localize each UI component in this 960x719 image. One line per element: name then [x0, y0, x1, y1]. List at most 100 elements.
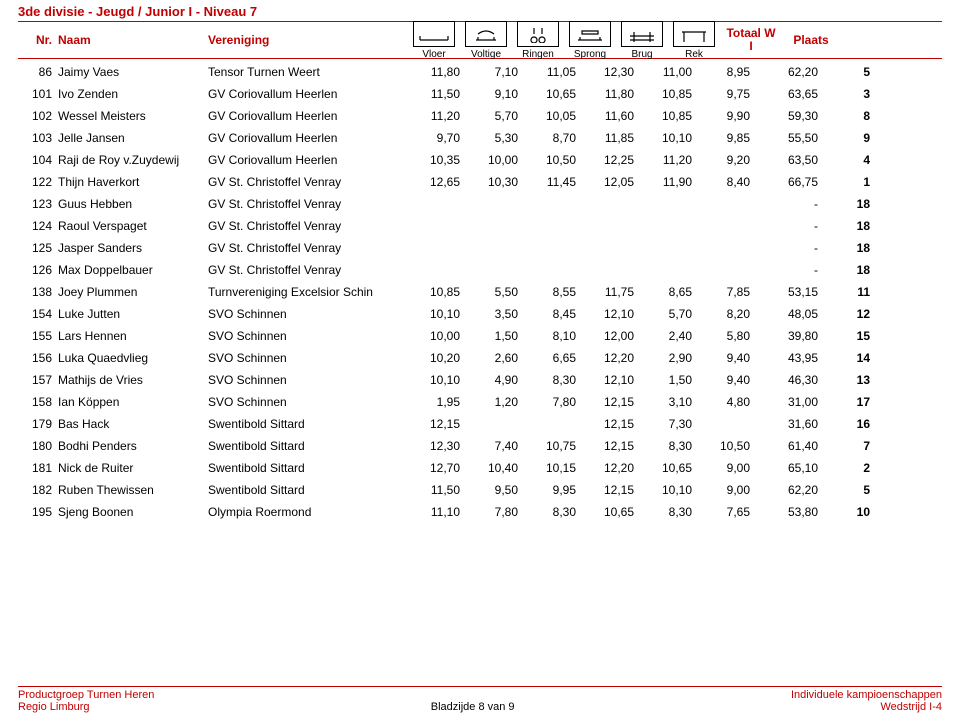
cell-score: 5,70: [640, 307, 698, 321]
cell-nr: 157: [18, 373, 58, 387]
cell-score: 8,65: [640, 285, 698, 299]
cell-total: 48,05: [756, 307, 824, 321]
cell-name: Bodhi Penders: [58, 439, 208, 453]
cell-name: Raoul Verspaget: [58, 219, 208, 233]
cell-nr: 126: [18, 263, 58, 277]
cell-nr: 154: [18, 307, 58, 321]
cell-score: 4,80: [698, 395, 756, 409]
cell-total: 66,75: [756, 175, 824, 189]
cell-score: 7,10: [466, 65, 524, 79]
cell-place: 9: [824, 131, 874, 145]
cell-name: Nick de Ruiter: [58, 461, 208, 475]
table-row: 157Mathijs de VriesSVO Schinnen10,104,90…: [18, 369, 942, 391]
header-nr: Nr.: [18, 33, 58, 47]
cell-score: 12,30: [582, 65, 640, 79]
cell-score: 12,20: [582, 461, 640, 475]
cell-score: 9,00: [698, 483, 756, 497]
cell-club: GV St. Christoffel Venray: [208, 197, 408, 211]
cell-place: 13: [824, 373, 874, 387]
cell-score: 11,75: [582, 285, 640, 299]
footer-right-2: Wedstrijd I-4: [791, 701, 942, 713]
table-row: 180Bodhi PendersSwentibold Sittard12,307…: [18, 435, 942, 457]
cell-score: 12,10: [582, 307, 640, 321]
cell-score: 4,90: [466, 373, 524, 387]
cell-name: Bas Hack: [58, 417, 208, 431]
cell-score: 10,65: [640, 461, 698, 475]
cell-total: 46,30: [756, 373, 824, 387]
cell-score: 9,75: [698, 87, 756, 101]
header-app-label: Brug: [631, 49, 652, 60]
cell-score: 11,20: [640, 153, 698, 167]
cell-score: 10,05: [524, 109, 582, 123]
cell-score: 10,75: [524, 439, 582, 453]
table-row: 122Thijn HaverkortGV St. Christoffel Ven…: [18, 171, 942, 193]
cell-club: GV Coriovallum Heerlen: [208, 153, 408, 167]
cell-score: 9,00: [698, 461, 756, 475]
table-row: 154Luke JuttenSVO Schinnen10,103,508,451…: [18, 303, 942, 325]
cell-nr: 181: [18, 461, 58, 475]
table-row: 104Raji de Roy v.ZuydewijGV Coriovallum …: [18, 149, 942, 171]
cell-total: 59,30: [756, 109, 824, 123]
cell-club: Olympia Roermond: [208, 505, 408, 519]
cell-score: 11,80: [408, 65, 466, 79]
cell-score: 11,80: [582, 87, 640, 101]
cell-score: 10,10: [640, 483, 698, 497]
cell-club: Swentibold Sittard: [208, 461, 408, 475]
footer-center: Bladzijde 8 van 9: [431, 701, 515, 713]
cell-score: 7,30: [640, 417, 698, 431]
cell-club: GV Coriovallum Heerlen: [208, 87, 408, 101]
table-row: 124Raoul VerspagetGV St. Christoffel Ven…: [18, 215, 942, 237]
cell-club: Swentibold Sittard: [208, 417, 408, 431]
cell-club: Tensor Turnen Weert: [208, 65, 408, 79]
cell-score: 10,15: [524, 461, 582, 475]
header-totaal: Totaal W I: [720, 27, 788, 53]
cell-total: 63,50: [756, 153, 824, 167]
cell-total: 39,80: [756, 329, 824, 343]
cell-score: 5,50: [466, 285, 524, 299]
cell-nr: 102: [18, 109, 58, 123]
cell-score: 6,65: [524, 351, 582, 365]
cell-name: Sjeng Boonen: [58, 505, 208, 519]
cell-nr: 179: [18, 417, 58, 431]
cell-total: -: [756, 263, 824, 277]
table-row: 182Ruben ThewissenSwentibold Sittard11,5…: [18, 479, 942, 501]
header-app-ringen: Ringen: [512, 21, 564, 60]
header-app-label: Ringen: [522, 49, 554, 60]
header-app-voltige: Voltige: [460, 21, 512, 60]
cell-score: 2,40: [640, 329, 698, 343]
cell-total: -: [756, 219, 824, 233]
cell-score: 8,30: [524, 505, 582, 519]
cell-score: 2,90: [640, 351, 698, 365]
cell-total: -: [756, 241, 824, 255]
cell-score: 12,15: [408, 417, 466, 431]
footer-left-2: Regio Limburg: [18, 701, 154, 713]
cell-score: 9,90: [698, 109, 756, 123]
cell-place: 11: [824, 285, 874, 299]
cell-name: Wessel Meisters: [58, 109, 208, 123]
cell-nr: 195: [18, 505, 58, 519]
header-app-brug: Brug: [616, 21, 668, 60]
cell-club: SVO Schinnen: [208, 307, 408, 321]
cell-club: GV St. Christoffel Venray: [208, 263, 408, 277]
cell-place: 12: [824, 307, 874, 321]
cell-score: 12,70: [408, 461, 466, 475]
cell-score: 9,40: [698, 373, 756, 387]
cell-club: SVO Schinnen: [208, 351, 408, 365]
table-row: 126Max DoppelbauerGV St. Christoffel Ven…: [18, 259, 942, 281]
vloer-icon: [413, 21, 455, 47]
cell-score: 3,50: [466, 307, 524, 321]
cell-place: 16: [824, 417, 874, 431]
cell-score: 11,45: [524, 175, 582, 189]
page-footer: Productgroep Turnen Heren Regio Limburg …: [18, 686, 942, 713]
cell-score: 10,85: [640, 87, 698, 101]
header-plaats: Plaats: [788, 33, 838, 47]
cell-score: 10,10: [408, 307, 466, 321]
cell-place: 18: [824, 241, 874, 255]
cell-place: 7: [824, 439, 874, 453]
cell-total: 31,60: [756, 417, 824, 431]
cell-nr: 122: [18, 175, 58, 189]
cell-score: 12,15: [582, 395, 640, 409]
footer-left-1: Productgroep Turnen Heren: [18, 689, 154, 701]
cell-name: Ian Köppen: [58, 395, 208, 409]
cell-club: GV St. Christoffel Venray: [208, 241, 408, 255]
